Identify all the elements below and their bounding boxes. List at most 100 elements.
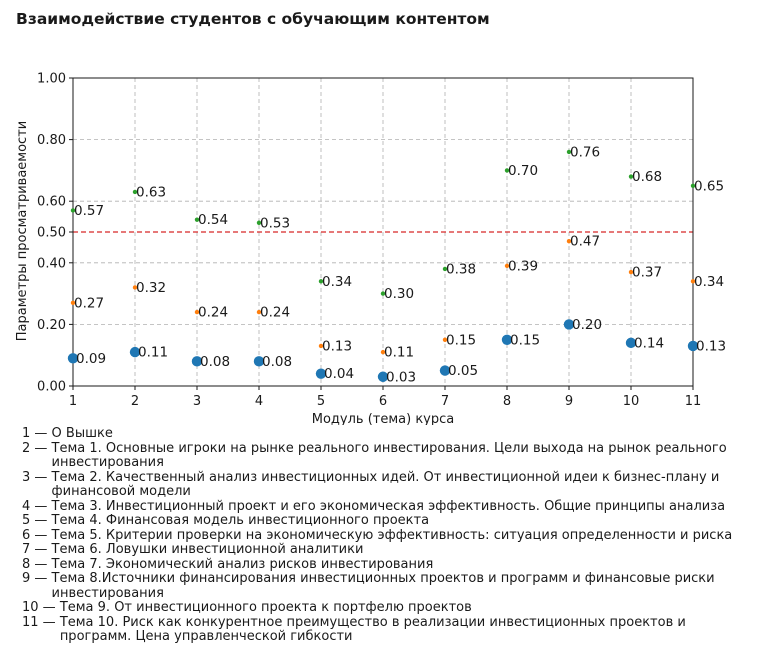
legend-item: 9 — Тема 8.Источники финансирования инве… (22, 571, 752, 601)
data-points (67, 149, 699, 382)
y-tick-label: 1.00 (37, 72, 66, 87)
data-point-s2-9 (566, 239, 572, 244)
legend-item: 4 — Тема 3. Инвестиционный проект и его … (22, 498, 752, 515)
data-label: 0.70 (508, 163, 538, 179)
legend-item-number: 9 — (22, 571, 52, 586)
data-label: 0.11 (138, 345, 168, 361)
legend-item-text: Тема 6. Ловушки инвестиционной аналитики (51, 542, 364, 557)
y-tick-label: 0.80 (37, 133, 66, 148)
x-tick-label: 4 (255, 394, 263, 409)
x-tick-label: 11 (685, 394, 702, 409)
data-point-s2-7 (442, 337, 448, 342)
legend-item-number: 4 — (22, 498, 52, 514)
data-label: 0.13 (696, 338, 726, 354)
data-label: 0.03 (386, 369, 416, 385)
x-tick-label: 7 (441, 394, 449, 409)
x-tick-label: 9 (565, 394, 573, 409)
legend-item: 10 — Тема 9. От инвестиционного проекта … (22, 600, 752, 616)
x-tick-label: 5 (317, 394, 325, 409)
x-tick-label: 6 (379, 394, 387, 409)
legend-item-number: 8 — (22, 556, 52, 572)
legend-item-number: 7 — (22, 542, 52, 557)
data-label: 0.47 (570, 234, 600, 250)
x-axis-label: Модуль (тема) курса (312, 412, 455, 425)
x-tick-label: 8 (503, 394, 511, 409)
data-point-s3-10 (625, 337, 637, 349)
legend-item: 3 — Тема 2. Качественный анализ инвестиц… (22, 469, 752, 500)
data-point-s3-11 (687, 340, 699, 352)
data-label: 0.57 (74, 203, 104, 219)
data-label: 0.15 (446, 332, 476, 348)
data-label: 0.65 (694, 178, 724, 194)
data-label: 0.08 (200, 354, 230, 370)
legend-item: 1 — О Вышке (22, 426, 752, 442)
tick-labels: 1 2 3 4 5 6 7 8 9 10 11 0.00 0.20 0.40 0.50 0.60 0.80 1.0… (37, 72, 701, 410)
y-tick-label: 0.50 (37, 226, 66, 241)
data-point-s1-3 (194, 217, 200, 222)
legend-item-text: Тема 10. Риск как конкурентное преимущес… (59, 614, 686, 644)
data-label: 0.13 (322, 338, 352, 354)
legend-item-text: Тема 1. Основные игроки на рынке реально… (51, 440, 727, 470)
data-label: 0.53 (260, 215, 290, 231)
data-point-s1-6 (380, 291, 386, 296)
y-tick-label: 0.40 (37, 256, 66, 271)
data-point-s1-7 (442, 266, 448, 272)
data-point-s2-10 (628, 269, 634, 275)
data-label: 0.30 (384, 286, 414, 302)
data-point-s3-4 (253, 356, 265, 367)
data-label: 0.14 (634, 335, 664, 351)
data-point-s1-9 (566, 149, 572, 155)
data-point-s2-6 (380, 349, 386, 355)
data-label: 0.54 (198, 212, 228, 228)
data-point-s1-4 (256, 220, 262, 225)
data-point-s1-11 (690, 183, 696, 188)
data-label: 0.27 (74, 295, 104, 311)
y-tick-label: 0.20 (37, 318, 66, 333)
legend-item: 2 — Тема 1. Основные игроки на рынке реа… (22, 440, 752, 471)
data-label: 0.34 (322, 274, 352, 290)
data-label: 0.05 (448, 363, 478, 379)
legend-item-text: Тема 9. От инвестиционного проекта к пор… (59, 600, 472, 615)
data-point-s2-2 (132, 285, 138, 290)
y-tick-label: 0.00 (37, 380, 66, 395)
data-label: 0.11 (384, 345, 414, 361)
legend-item-number: 5 — (22, 513, 52, 528)
data-label: 0.15 (510, 332, 540, 348)
legend-item-number: 1 — (22, 426, 52, 441)
module-legend: 1 — О Вышке 2 — Тема 1. Основные игроки н… (22, 426, 752, 645)
legend-item: 5 — Тема 4. Финансовая модель инвестицио… (22, 513, 752, 529)
legend-item-number: 3 — (22, 469, 52, 485)
scatter-chart: 1 2 3 4 5 6 7 8 9 10 11 0.00 0.20 0.40 0.50 0.60 0.80 1.0… (15, 72, 726, 426)
data-point-s2-1 (70, 300, 76, 306)
legend-item-number: 10 — (22, 600, 60, 615)
data-point-s2-8 (504, 263, 510, 269)
legend-item: 8 — Тема 7. Экономический анализ рисков … (22, 556, 752, 573)
data-point-s3-3 (191, 356, 203, 367)
data-point-s1-10 (628, 174, 634, 179)
legend-item: 6 — Тема 5. Критерии проверки на экономи… (22, 528, 752, 544)
y-tick-label: 0.60 (37, 195, 66, 210)
data-label: 0.63 (136, 184, 166, 200)
data-label: 0.32 (136, 280, 166, 296)
data-label: 0.24 (198, 305, 228, 321)
data-label: 0.09 (76, 351, 106, 367)
data-point-s3-2 (129, 346, 141, 358)
data-point-s3-9 (563, 319, 575, 330)
data-point-s2-3 (194, 309, 200, 315)
legend-item-number: 11 — (22, 614, 60, 630)
data-labels: 0.57 0.63 0.54 0.53 0.34 0.30 0.38 0.70 0.76 0.68… (74, 144, 726, 385)
data-point-s3-6 (377, 371, 389, 382)
legend-item-text: О Вышке (51, 426, 113, 441)
y-axis-label: Параметры просматриваемости (15, 121, 30, 341)
data-label: 0.68 (632, 169, 662, 185)
data-label: 0.08 (262, 354, 292, 370)
legend-item-text: Тема 2. Качественный анализ инвестиционн… (51, 469, 720, 499)
data-point-s2-5 (318, 343, 324, 349)
data-point-s1-5 (318, 279, 324, 284)
data-label: 0.20 (572, 317, 602, 333)
data-point-s1-8 (504, 168, 510, 173)
data-label: 0.04 (324, 366, 354, 382)
chart-title: Взаимодействие студентов с обучающим кон… (16, 10, 490, 28)
x-tick-label: 10 (623, 394, 640, 409)
data-point-s1-2 (132, 189, 138, 195)
